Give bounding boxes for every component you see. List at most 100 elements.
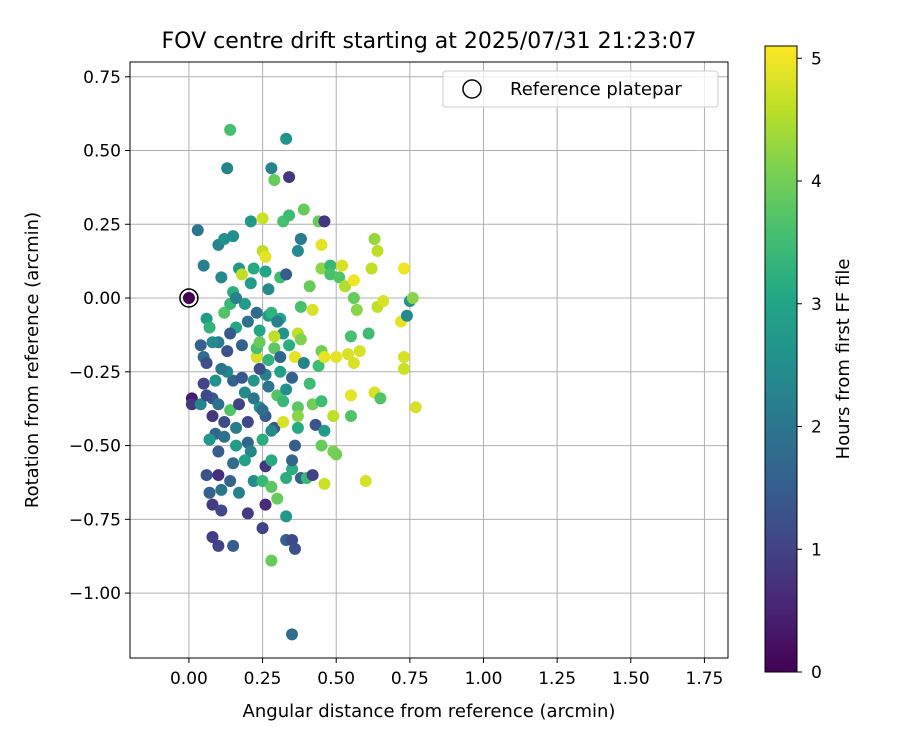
data-point [200, 389, 213, 402]
data-point [215, 362, 228, 375]
data-point [265, 306, 278, 319]
data-point [203, 433, 216, 446]
data-point [256, 404, 269, 417]
data-point [303, 280, 316, 293]
data-point [288, 439, 301, 452]
data-point [209, 374, 222, 387]
data-point [206, 410, 219, 423]
data-point [265, 424, 278, 437]
data-point [283, 209, 296, 222]
data-point [265, 480, 278, 493]
x-tick-label: 0.25 [244, 669, 282, 689]
data-point [230, 421, 243, 434]
data-point [344, 389, 357, 402]
data-point [318, 351, 331, 364]
data-point [280, 510, 293, 523]
data-point [259, 250, 272, 263]
data-point [330, 448, 343, 461]
data-point [238, 297, 251, 310]
data-point [286, 454, 299, 467]
legend-box [442, 70, 719, 108]
data-point [218, 430, 231, 443]
data-point [303, 377, 316, 390]
x-tick-label: 1.00 [465, 669, 503, 689]
data-point [197, 259, 210, 272]
data-point [347, 292, 360, 305]
data-point [256, 212, 269, 225]
plot-frame [129, 61, 729, 659]
data-point [341, 348, 354, 361]
y-tick-label: −0.50 [69, 437, 121, 457]
colorbar-ticks: 0 1 2 3 4 5 [797, 49, 822, 683]
data-point [212, 445, 225, 458]
data-point [241, 315, 254, 328]
data-point [194, 398, 207, 411]
colorbar-tick-label: 4 [811, 172, 822, 192]
data-point [268, 330, 281, 343]
data-point [256, 474, 269, 487]
data-point [336, 259, 349, 272]
data-point [277, 415, 290, 428]
x-axis-label: Angular distance from reference (arcmin) [243, 701, 616, 722]
data-point [280, 383, 293, 396]
data-point [235, 371, 248, 384]
data-point [365, 262, 378, 275]
data-point [344, 330, 357, 343]
x-tick-label: 1.75 [686, 669, 724, 689]
data-point [238, 386, 251, 399]
data-point [288, 351, 301, 364]
y-tick-label: 0.25 [83, 215, 121, 235]
data-point [200, 469, 213, 482]
data-point [324, 259, 337, 272]
data-point [215, 504, 228, 517]
data-point [274, 365, 287, 378]
y-axis-ticks: 0.75 0.50 0.25 0.00 −0.25 −0.50 −0.75 −1.00 [69, 68, 130, 604]
data-point [309, 418, 322, 431]
data-point [277, 395, 290, 408]
data-point [247, 474, 260, 487]
data-point [327, 410, 340, 423]
data-point [286, 371, 299, 384]
data-point [347, 356, 360, 369]
data-point [406, 292, 419, 305]
data-point [377, 294, 390, 307]
data-point [274, 351, 287, 364]
data-point [250, 306, 263, 319]
data-point [312, 359, 325, 372]
data-points [179, 123, 422, 641]
data-point [230, 292, 243, 305]
data-point [247, 374, 260, 387]
legend-marker-icon [462, 79, 482, 99]
data-point [294, 300, 307, 313]
data-point [203, 321, 216, 334]
data-point [268, 342, 281, 355]
data-point [315, 395, 328, 408]
data-point [256, 433, 269, 446]
reference-marker [179, 288, 199, 308]
data-point [315, 439, 328, 452]
data-point [206, 336, 219, 349]
data-point [227, 457, 240, 470]
y-tick-label: −0.75 [69, 510, 121, 530]
data-point [268, 174, 281, 187]
data-point [280, 472, 293, 485]
data-point [397, 351, 410, 364]
data-point [397, 362, 410, 375]
data-point [224, 404, 237, 417]
colorbar-tick-label: 1 [811, 540, 822, 560]
data-point [212, 469, 225, 482]
data-point [283, 171, 296, 184]
x-axis-ticks: 0.00 0.25 0.50 0.75 1.00 1.25 1.50 1.75 [170, 658, 723, 689]
data-point [286, 628, 299, 641]
colorbar-tick-label: 3 [811, 295, 822, 315]
data-point [291, 401, 304, 414]
data-point [306, 469, 319, 482]
data-point [197, 377, 210, 390]
legend: Reference platepar [442, 70, 719, 108]
data-point [230, 439, 243, 452]
data-point [297, 203, 310, 216]
data-point [359, 474, 372, 487]
data-point [194, 339, 207, 352]
